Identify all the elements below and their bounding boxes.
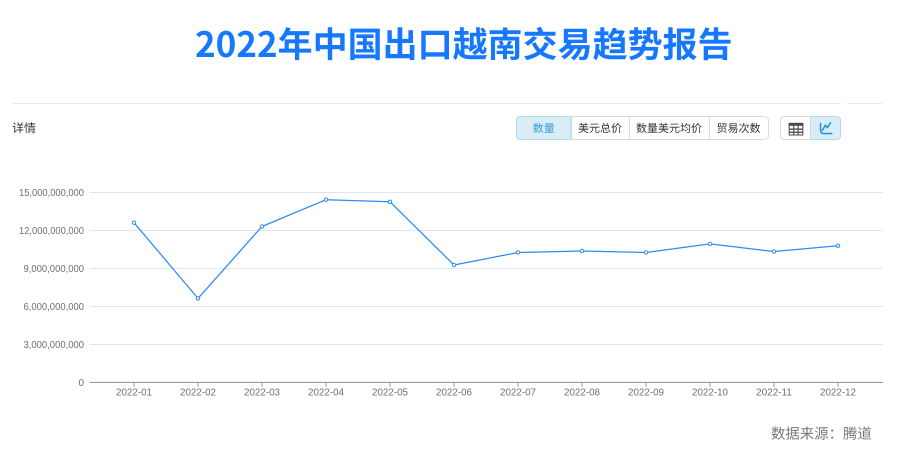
svg-text:2022-11: 2022-11 [756,387,792,398]
svg-text:3,000,000,000: 3,000,000,000 [24,340,85,351]
svg-text:2022-05: 2022-05 [372,387,408,398]
svg-text:2022-08: 2022-08 [564,387,600,398]
svg-text:2022-06: 2022-06 [436,387,472,398]
svg-text:6,000,000,000: 6,000,000,000 [24,302,85,313]
svg-text:2022-07: 2022-07 [500,387,536,398]
svg-text:2022-04: 2022-04 [308,387,344,398]
svg-text:2022-09: 2022-09 [628,387,664,398]
svg-text:2022-01: 2022-01 [116,387,152,398]
svg-text:12,000,000,000: 12,000,000,000 [19,226,84,237]
svg-text:0: 0 [78,378,84,389]
svg-text:15,000,000,000: 15,000,000,000 [19,188,84,199]
svg-text:2022-12: 2022-12 [820,387,856,398]
svg-text:2022-10: 2022-10 [692,387,728,398]
svg-text:9,000,000,000: 9,000,000,000 [24,264,85,275]
svg-text:2022-03: 2022-03 [244,387,280,398]
svg-text:2022-02: 2022-02 [180,387,216,398]
